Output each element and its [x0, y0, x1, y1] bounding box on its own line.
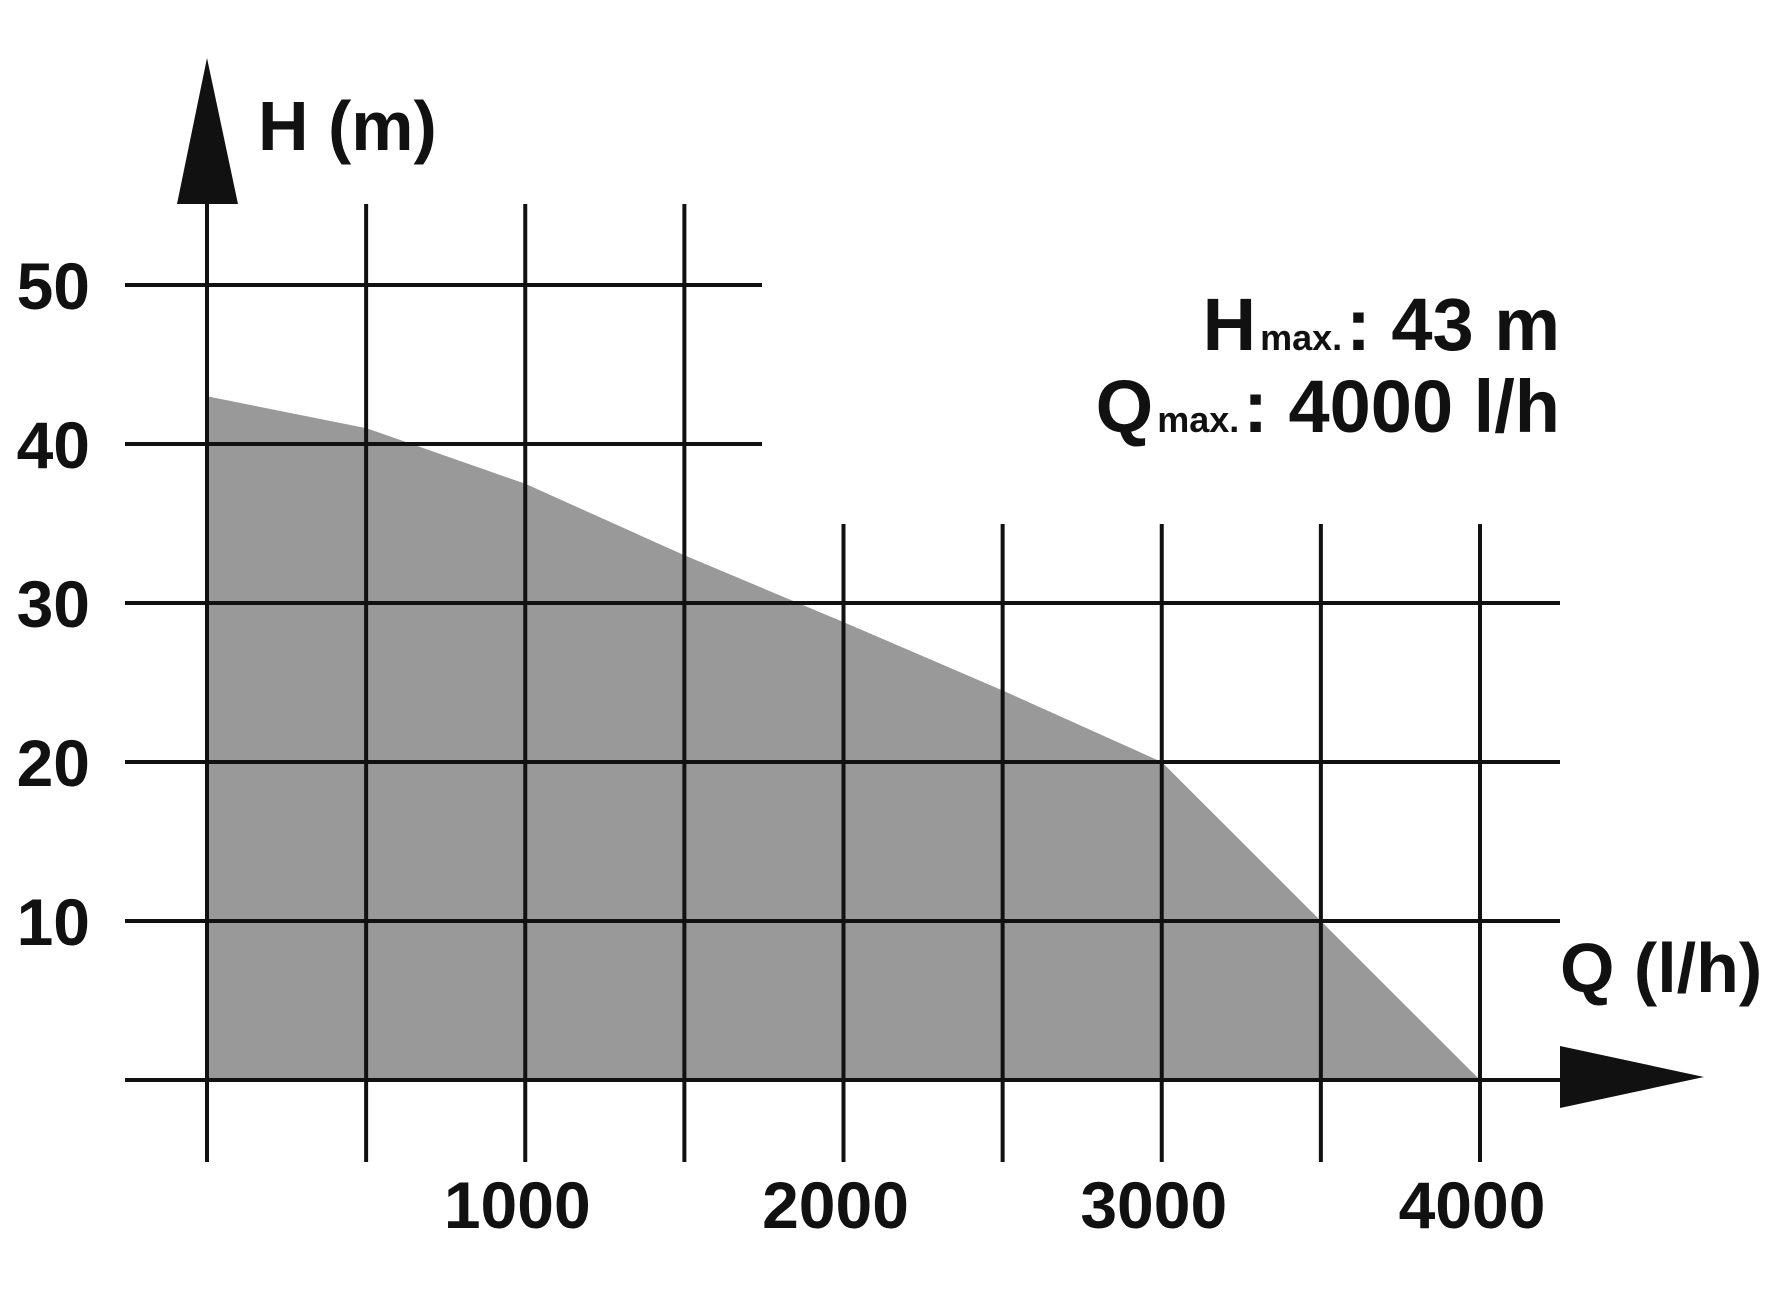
spec-qmax-value: : 4000 l/h — [1243, 365, 1560, 448]
y-axis-title: H (m) — [258, 87, 437, 165]
y-tick-label-30: 30 — [17, 567, 90, 641]
tick-label-layer: 10 20 30 40 50 1000 2000 3000 4000 — [17, 249, 1546, 1242]
y-tick-label-40: 40 — [17, 408, 90, 482]
spec-hmax: H max. : 43 m — [1203, 283, 1560, 366]
x-tick-label-2000: 2000 — [762, 1168, 909, 1242]
y-axis-arrow — [177, 58, 238, 204]
x-tick-label-4000: 4000 — [1399, 1168, 1546, 1242]
x-axis-title: Q (l/h) — [1560, 929, 1762, 1007]
y-tick-label-20: 20 — [17, 726, 90, 800]
spec-hmax-value: : 43 m — [1346, 283, 1560, 366]
y-tick-label-50: 50 — [17, 249, 90, 323]
spec-qmax-sub: max. — [1157, 399, 1239, 440]
x-tick-label-1000: 1000 — [444, 1168, 591, 1242]
spec-hmax-letter: H — [1203, 283, 1256, 366]
spec-hmax-sub: max. — [1260, 317, 1342, 358]
spec-qmax-letter: Q — [1096, 365, 1154, 448]
y-tick-label-10: 10 — [17, 885, 90, 959]
spec-qmax: Q max. : 4000 l/h — [1096, 365, 1560, 448]
x-tick-label-3000: 3000 — [1080, 1168, 1227, 1242]
x-axis-arrow — [1560, 1046, 1704, 1108]
axis-layer — [125, 58, 1704, 1162]
spec-box: H max. : 43 m Q max. : 4000 l/h — [1096, 283, 1560, 448]
grid-layer — [125, 204, 1560, 1162]
